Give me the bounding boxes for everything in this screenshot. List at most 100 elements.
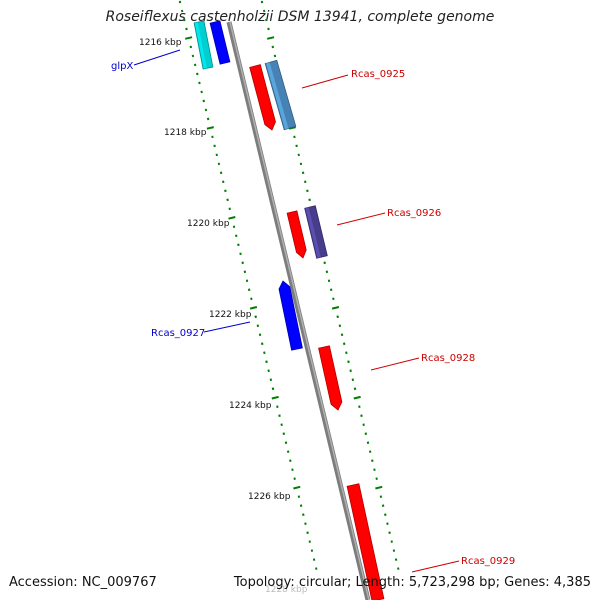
tick-mark	[375, 477, 378, 480]
kbp-label-1218: 1218 kbp	[164, 128, 207, 138]
kbp-label-1228: 1228 kbp	[265, 585, 308, 595]
tick-mark	[379, 495, 383, 498]
tick-mark	[340, 333, 344, 337]
gene-label-rcas-0926[interactable]: Rcas_0926	[387, 208, 441, 219]
gene-features	[193, 20, 385, 600]
tick-mark	[306, 189, 309, 193]
topology-text: Topology: circular; Length: 5,723,298 bp…	[233, 575, 591, 590]
tick-mark	[381, 504, 385, 507]
tick-mark	[189, 45, 193, 49]
tick-mark	[219, 171, 223, 175]
genome-backbone-highlight	[229, 21, 370, 600]
gene-label-rcas-0925[interactable]: Rcas_0925	[351, 69, 405, 80]
kbp-label-1216: 1216 kbp	[139, 38, 182, 48]
tick-mark	[301, 171, 305, 175]
tick-mark	[368, 450, 372, 453]
gene-label-rcas-0927[interactable]: Rcas_0927	[151, 328, 205, 339]
gene-rcas-0925-highlight	[250, 66, 269, 125]
leader-rcas-0929	[411, 560, 460, 573]
tick-mark	[342, 342, 346, 346]
gene-label-rcas-0928[interactable]: Rcas_0928	[421, 353, 475, 364]
tick-marks	[178, 0, 400, 570]
tick-mark	[193, 63, 197, 67]
kbp-label-1220: 1220 kbp	[187, 219, 230, 229]
tick-mark	[291, 468, 294, 471]
cds-rcas-0925-highlight	[266, 62, 289, 130]
kbp-label-1222: 1222 kbp	[209, 310, 252, 320]
genome-backbone	[226, 21, 371, 600]
accession-text: Accession: NC_009767	[9, 575, 157, 590]
tick-mark	[338, 324, 342, 328]
tick-mark	[373, 468, 376, 471]
tick-mark	[351, 378, 355, 382]
tick-mark	[239, 252, 242, 256]
tick-mark	[191, 54, 195, 58]
tick-mark	[308, 198, 311, 202]
gene-rcas-0926-highlight	[287, 212, 301, 253]
tick-mark	[235, 234, 238, 238]
tick-mark	[286, 450, 290, 453]
tick-mark	[304, 522, 307, 525]
tick-mark	[204, 108, 208, 112]
tick-mark	[196, 72, 199, 76]
tick-mark	[265, 360, 268, 364]
gene-rcas-0929-highlight	[348, 485, 377, 600]
tick-mark	[336, 315, 339, 319]
leader-rcas-0928	[370, 357, 420, 371]
tick-mark	[206, 126, 214, 130]
gene-glpx-highlight	[210, 22, 224, 65]
tick-mark	[304, 180, 307, 184]
kbp-label-1224: 1224 kbp	[229, 401, 272, 411]
tick-mark	[228, 216, 236, 220]
tick-mark	[263, 351, 266, 355]
tick-mark	[254, 315, 257, 319]
tick-mark	[271, 395, 279, 400]
tick-mark	[237, 243, 240, 247]
tick-mark	[198, 81, 201, 85]
tick-mark	[273, 54, 277, 58]
tick-mark	[269, 378, 273, 382]
tick-mark	[306, 531, 309, 534]
tick-mark	[202, 99, 206, 103]
tick-mark	[388, 531, 391, 534]
cds-rcas-0926-highlight	[305, 207, 321, 259]
tick-mark	[224, 189, 227, 193]
tick-mark	[293, 485, 301, 490]
tick-mark	[232, 225, 236, 229]
tick-mark	[271, 387, 275, 391]
tick-mark	[289, 459, 292, 462]
tick-mark	[375, 485, 383, 490]
tick-mark	[386, 522, 389, 525]
tick-mark	[353, 395, 361, 400]
tick-mark	[384, 513, 387, 516]
tick-mark	[299, 504, 303, 507]
tick-mark	[266, 36, 275, 40]
gene-rcas-0927-highlight	[279, 288, 296, 350]
leader-rcas-0925	[301, 74, 349, 89]
tick-mark	[349, 369, 352, 373]
tick-mark	[258, 333, 262, 337]
gene-rcas-0928-highlight	[319, 347, 336, 405]
tick-mark	[271, 45, 275, 49]
tick-mark	[267, 369, 270, 373]
leader-glpx	[133, 49, 181, 66]
tick-mark	[267, 27, 270, 31]
tick-mark	[371, 459, 374, 462]
tick-mark	[331, 306, 340, 310]
tick-mark	[353, 387, 357, 391]
leader-rcas-0927	[203, 321, 251, 333]
leader-rcas-0926	[336, 212, 386, 226]
tick-mark	[185, 27, 188, 31]
gene-glpx-cyan-highlight	[194, 22, 207, 69]
tick-mark	[226, 198, 229, 202]
tick-mark	[249, 306, 258, 310]
tick-mark	[206, 117, 210, 121]
tick-mark	[302, 513, 305, 516]
tick-mark	[222, 180, 225, 184]
tick-mark	[347, 360, 350, 364]
gene-label-glpx[interactable]: glpX	[111, 61, 133, 72]
tick-mark	[297, 495, 301, 498]
tick-mark	[200, 90, 203, 94]
gene-label-rcas-0929[interactable]: Rcas_0929	[461, 556, 515, 567]
tick-mark	[260, 342, 264, 346]
